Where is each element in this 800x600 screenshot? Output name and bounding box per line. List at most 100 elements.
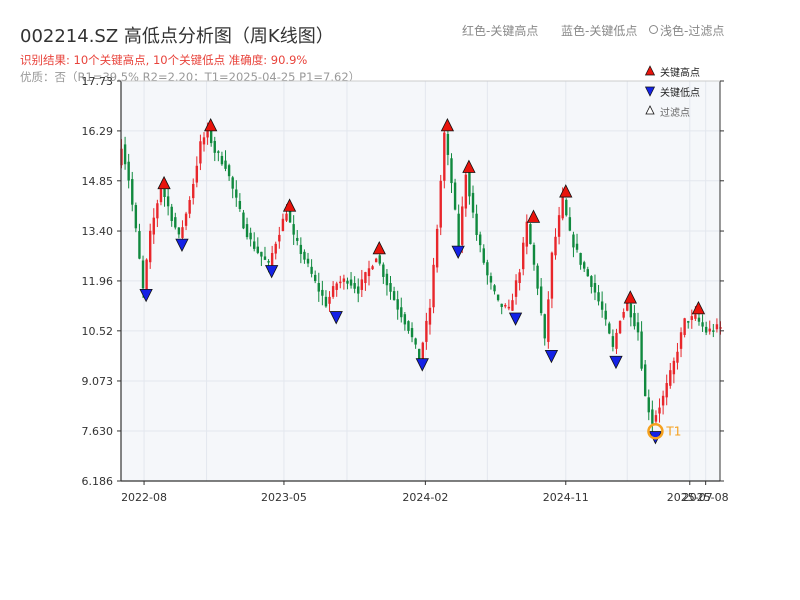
candle-body bbox=[439, 180, 442, 228]
candle-body bbox=[245, 224, 249, 238]
candle-body bbox=[468, 172, 471, 197]
candle bbox=[227, 163, 231, 181]
candle-body bbox=[615, 332, 618, 349]
candle bbox=[604, 303, 607, 326]
key-high-marker bbox=[440, 118, 455, 132]
key-high-marker bbox=[204, 118, 218, 132]
candle bbox=[306, 252, 310, 268]
candle-body bbox=[292, 224, 295, 235]
candle bbox=[213, 136, 216, 162]
candle-body bbox=[206, 126, 209, 138]
candle-body bbox=[374, 258, 378, 263]
candle bbox=[676, 342, 679, 370]
candle-body bbox=[579, 252, 582, 265]
candle bbox=[618, 320, 622, 335]
candle bbox=[396, 290, 399, 320]
candle bbox=[123, 136, 127, 170]
candle bbox=[328, 291, 331, 312]
candle bbox=[565, 198, 568, 217]
candle-body bbox=[600, 301, 604, 310]
key-high-marker bbox=[559, 184, 573, 198]
candle-body bbox=[597, 292, 600, 302]
candle-body bbox=[213, 140, 216, 153]
key-high-marker bbox=[462, 159, 476, 173]
candle bbox=[389, 276, 392, 300]
candle bbox=[202, 132, 206, 152]
candle-body bbox=[224, 160, 227, 169]
candle bbox=[687, 320, 690, 329]
x-tick-label: 2024-02 bbox=[402, 491, 448, 504]
candle bbox=[238, 193, 242, 212]
y-tick-label: 11.96 bbox=[82, 275, 114, 288]
candle-body bbox=[331, 286, 335, 297]
y-tick-label: 9.073 bbox=[82, 375, 114, 388]
candle-body bbox=[446, 134, 450, 155]
candle bbox=[539, 278, 543, 316]
candle-body bbox=[317, 283, 320, 292]
candle bbox=[611, 329, 615, 352]
candle bbox=[669, 362, 672, 389]
candle bbox=[712, 323, 715, 338]
candle bbox=[518, 268, 521, 291]
candle bbox=[274, 241, 277, 260]
candle bbox=[514, 274, 518, 305]
candle-body bbox=[486, 262, 489, 276]
candle bbox=[428, 298, 432, 335]
candle bbox=[500, 303, 503, 315]
candle bbox=[263, 246, 267, 261]
candle-body bbox=[493, 285, 496, 292]
candle bbox=[647, 389, 650, 421]
candle bbox=[554, 228, 557, 260]
candle bbox=[608, 321, 611, 335]
candle-body bbox=[464, 174, 468, 209]
candle bbox=[522, 236, 525, 276]
candle bbox=[697, 312, 701, 326]
candle bbox=[235, 180, 238, 207]
candle bbox=[661, 390, 665, 415]
candle bbox=[486, 259, 489, 285]
candle-body bbox=[687, 321, 690, 323]
candle-body bbox=[192, 183, 195, 199]
candle bbox=[256, 237, 259, 255]
candle-body bbox=[281, 218, 285, 232]
candle-body bbox=[313, 274, 317, 282]
candle-body bbox=[371, 266, 374, 270]
axes: 6.186 7.630 9.073 10.52 11.96 13.40 14.85 16.29… bbox=[82, 75, 729, 504]
candle bbox=[346, 277, 349, 290]
candle-body bbox=[665, 383, 668, 398]
candle bbox=[583, 260, 586, 272]
candle-body bbox=[346, 280, 349, 284]
candle bbox=[704, 321, 708, 336]
candle-body bbox=[159, 187, 163, 203]
candle bbox=[134, 202, 138, 233]
candle bbox=[152, 208, 155, 244]
candle bbox=[148, 223, 152, 269]
chart-title: 002214.SZ 高低点分析图（周K线图） bbox=[20, 26, 334, 47]
candle bbox=[464, 172, 468, 217]
candle bbox=[579, 252, 582, 270]
candle bbox=[489, 272, 493, 290]
candle-body bbox=[636, 322, 640, 333]
candle-body bbox=[590, 276, 593, 287]
candle-body bbox=[701, 322, 704, 327]
key-low-marker bbox=[264, 265, 279, 279]
candle bbox=[543, 313, 546, 346]
candle-body bbox=[188, 199, 191, 214]
candle bbox=[536, 263, 539, 296]
candle bbox=[665, 374, 668, 406]
candle bbox=[572, 231, 575, 258]
key-high-marker bbox=[623, 290, 637, 304]
candle-body bbox=[392, 291, 396, 301]
candle-body bbox=[489, 276, 493, 283]
candle-body bbox=[285, 213, 288, 221]
candle-body bbox=[679, 332, 683, 349]
candle-body bbox=[647, 397, 650, 413]
candle bbox=[367, 260, 371, 286]
candle-body bbox=[565, 199, 568, 216]
candle bbox=[482, 244, 485, 265]
candle bbox=[658, 398, 661, 423]
candle-body bbox=[418, 348, 421, 361]
candle bbox=[575, 233, 579, 253]
candle bbox=[435, 224, 439, 273]
